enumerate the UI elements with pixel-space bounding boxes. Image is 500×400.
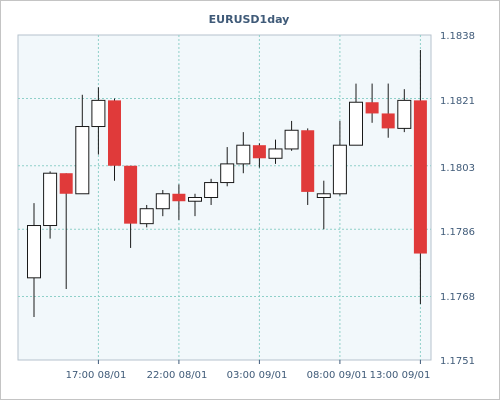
plot-area-border <box>17 34 432 361</box>
candle <box>139 204 154 228</box>
candle <box>155 190 170 217</box>
candle <box>172 184 186 220</box>
candle-body-bullish <box>397 99 412 129</box>
candle <box>284 120 299 151</box>
candle-body-bearish <box>381 113 395 129</box>
y-tick-label: 1.1803 <box>440 163 475 174</box>
candle-body-bullish <box>204 182 219 198</box>
x-tick-label: 13:00 09/01 <box>370 370 431 381</box>
y-axis: 1.1838 1.1821 1.1803 1.1786 1.1768 1.175… <box>440 31 475 367</box>
candle-body-bullish <box>268 148 283 159</box>
candle <box>124 165 138 248</box>
chart-title: EURUSD1day <box>209 13 290 26</box>
y-tick-label: 1.1751 <box>440 356 475 367</box>
candle-body-bearish <box>172 193 186 202</box>
candle <box>365 83 379 123</box>
candle-body-bearish <box>413 100 427 254</box>
y-tick-label: 1.1786 <box>440 227 475 238</box>
candle-body-bullish <box>43 172 58 227</box>
candle-body-bullish <box>91 99 106 128</box>
candle <box>188 193 202 217</box>
plot-area <box>18 35 431 360</box>
candle-body-bullish <box>27 225 41 279</box>
candle <box>43 171 58 239</box>
x-axis: 17:00 08/01 22:00 08/01 03:00 09/01 08:0… <box>66 370 431 381</box>
x-tick-label: 08:00 09/01 <box>307 370 368 381</box>
candle <box>59 173 73 290</box>
candles <box>27 49 427 318</box>
candle-body-bullish <box>188 197 202 202</box>
candle-body-bullish <box>236 144 251 165</box>
candle-body-bearish <box>59 173 73 194</box>
y-tick-label: 1.1768 <box>440 292 475 303</box>
candle <box>204 178 219 205</box>
candle <box>91 87 106 155</box>
candle <box>301 128 315 205</box>
x-tick-label: 03:00 09/01 <box>227 370 288 381</box>
candle <box>268 139 283 164</box>
candle <box>332 120 347 196</box>
y-tick-label: 1.1838 <box>440 31 475 42</box>
candle-body-bullish <box>220 163 235 184</box>
candle-body-bearish <box>301 130 315 192</box>
candle <box>220 147 235 187</box>
candle <box>27 203 41 318</box>
candle-body-bullish <box>284 129 299 150</box>
candle-body-bullish <box>75 126 90 195</box>
candle <box>316 180 331 230</box>
candle-body-bullish <box>332 144 347 195</box>
x-tick-label: 22:00 08/01 <box>147 370 208 381</box>
candle-body-bearish <box>365 102 379 114</box>
candle <box>236 132 251 174</box>
candle <box>413 49 427 304</box>
candle <box>108 98 121 181</box>
candle-body-bullish <box>349 101 363 146</box>
candle-body-bearish <box>124 165 138 224</box>
y-tick-label: 1.1821 <box>440 96 475 107</box>
candle <box>252 143 266 168</box>
candle <box>381 83 395 138</box>
x-tick-label: 17:00 08/01 <box>66 370 127 381</box>
candle <box>75 94 90 195</box>
candle <box>397 89 412 133</box>
candle-body-bearish <box>108 100 121 166</box>
candle-body-bullish <box>139 208 154 225</box>
candle-body-bullish <box>316 193 331 199</box>
candle-body-bearish <box>252 145 266 159</box>
candle-body-bullish <box>155 193 170 210</box>
candle <box>349 83 363 146</box>
